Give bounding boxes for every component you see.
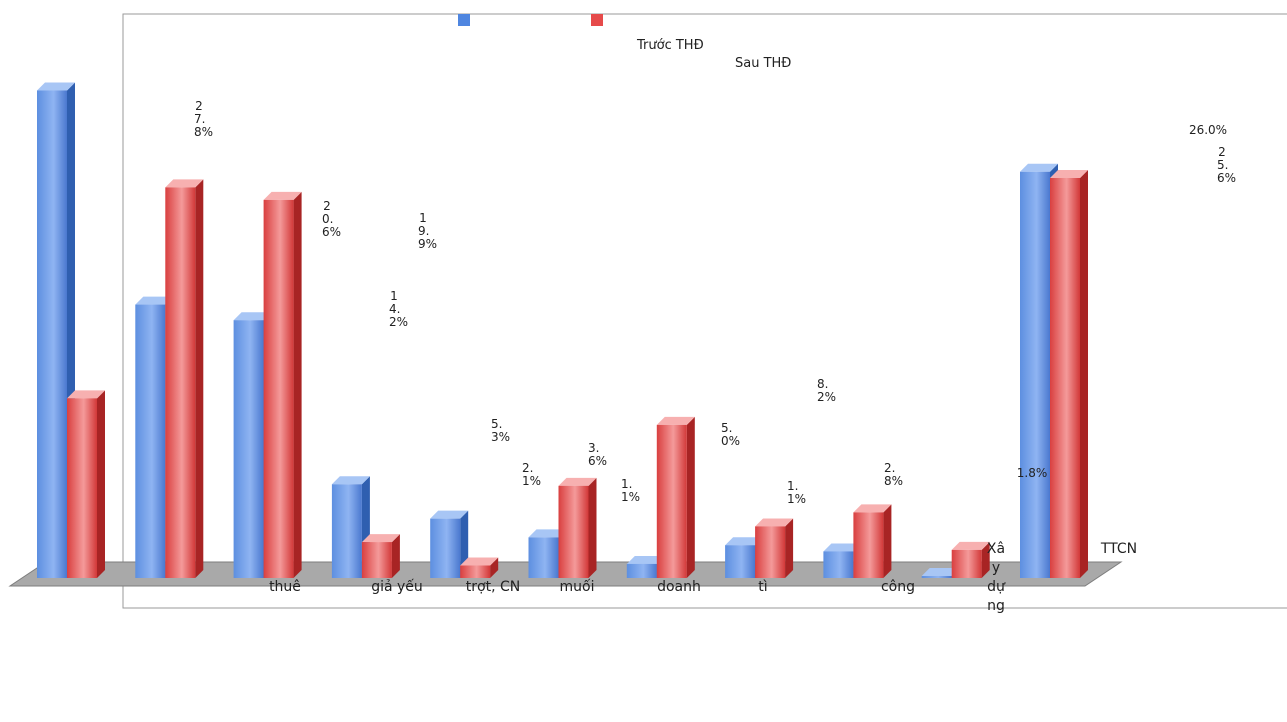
extra-label-1: 2.1% bbox=[522, 461, 542, 488]
value-label-after-5: 3.6% bbox=[588, 441, 608, 468]
value-label-after-7: 1.1% bbox=[787, 479, 807, 506]
category-label-3: giả yếu bbox=[371, 579, 423, 595]
value-label-after-8: 2.8% bbox=[884, 461, 904, 488]
category-label-4: trợt, CN bbox=[465, 579, 521, 595]
bars-group bbox=[37, 82, 1088, 578]
value-label-before-10: 26.0% bbox=[1188, 123, 1228, 137]
bar-before-4 bbox=[430, 510, 469, 578]
bar-after-7 bbox=[755, 518, 794, 578]
value-label-after-6: 5.0% bbox=[721, 421, 741, 448]
category-label-8: công bbox=[880, 579, 916, 595]
bar-after-5 bbox=[558, 477, 597, 578]
legend-label-after: Sau THĐ bbox=[735, 56, 792, 71]
extra-label-2: 1.1% bbox=[621, 477, 641, 504]
category-label-5: muối bbox=[559, 579, 595, 595]
bar-before-3 bbox=[331, 476, 370, 578]
bar-after-10 bbox=[1050, 170, 1088, 578]
legend-swatch-before bbox=[458, 14, 470, 26]
plot-frame bbox=[122, 13, 1287, 609]
category-label-7: tì bbox=[758, 579, 768, 595]
value-label-after-3: 14.2% bbox=[389, 289, 409, 329]
legend-label-before: Trước THĐ bbox=[637, 38, 704, 53]
category-label-6: doanh bbox=[657, 579, 701, 595]
value-label-after-1: 27.8% bbox=[194, 99, 214, 139]
bar-after-1 bbox=[165, 179, 204, 578]
value-label-after-4: 5.3% bbox=[491, 417, 511, 444]
bar-after-6 bbox=[656, 416, 695, 578]
bar-after-0 bbox=[67, 390, 105, 578]
bar-after-4 bbox=[460, 557, 499, 578]
value-label-after-10: 25.6% bbox=[1217, 145, 1237, 185]
bar-after-3 bbox=[361, 534, 400, 578]
extra-label-0: 19.9% bbox=[418, 211, 438, 251]
category-label-2: thuê bbox=[269, 579, 301, 595]
value-label-after-9: 1.8% bbox=[1016, 466, 1048, 480]
extra-label-3: 8.2% bbox=[817, 377, 837, 404]
bar-after-2 bbox=[263, 191, 302, 578]
bar-after-8 bbox=[853, 504, 892, 578]
category-label-10: TTCN bbox=[1100, 541, 1138, 557]
bar-after-9 bbox=[951, 541, 990, 578]
legend-swatch-after bbox=[591, 14, 603, 26]
category-label-9: Xây dựng bbox=[986, 541, 1006, 614]
value-label-after-2: 20.6% bbox=[322, 199, 342, 239]
